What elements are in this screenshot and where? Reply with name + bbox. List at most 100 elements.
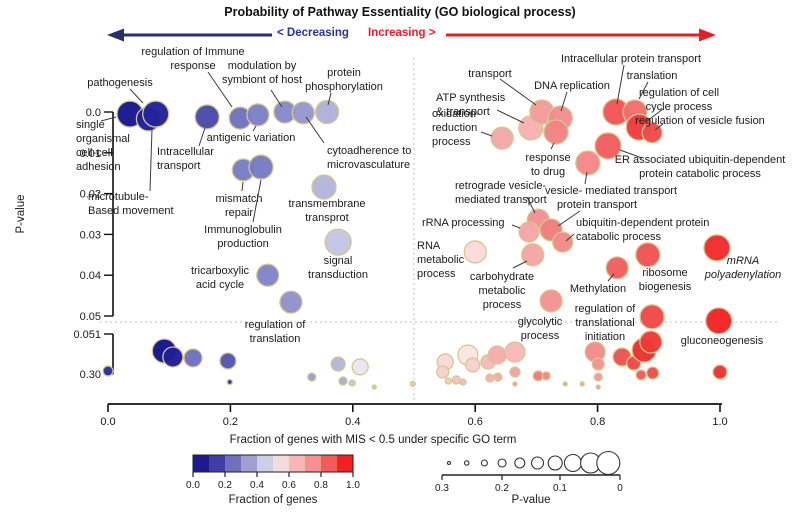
y-tick-label: 0.051: [73, 329, 101, 341]
decreasing-label: < Decreasing: [277, 27, 349, 39]
bubble: [459, 378, 467, 386]
term-label: initiation: [585, 331, 625, 343]
color-legend-swatch: [225, 455, 241, 472]
term-label: mismatch: [215, 193, 262, 205]
term-label: response: [525, 152, 570, 164]
bubble: [485, 373, 495, 383]
color-legend-swatch: [289, 455, 305, 472]
term-label: modulation by: [228, 60, 297, 72]
term-label: organismal: [76, 133, 130, 145]
size-legend-circle: [563, 453, 582, 473]
bubble-signal-transduction: [324, 228, 352, 256]
label-leader-line: [149, 128, 153, 192]
term-label: repair: [225, 207, 253, 219]
term-label: Methylation: [570, 283, 626, 295]
bubble-glycolytic-process: [539, 289, 563, 313]
term-label: cell-cell: [76, 147, 113, 159]
term-label: antigenic variation: [207, 132, 296, 144]
size-legend-tick-label: 0.2: [495, 483, 509, 494]
term-label: transduction: [308, 269, 368, 281]
term-label: transport: [157, 160, 200, 172]
term-label: glycolytic: [518, 316, 563, 328]
label-leader-line: [560, 91, 568, 112]
label-leader-line: [305, 116, 325, 144]
term-label: retrograde vesicle-: [455, 180, 546, 192]
bubble-regulation-of-translation: [279, 290, 303, 314]
term-label: reduction: [432, 122, 477, 134]
color-legend-swatch: [305, 455, 321, 472]
x-tick-label: 1.0: [712, 416, 727, 428]
term-label: mediated transport: [455, 194, 547, 206]
size-legend-tick-label: 0.3: [435, 483, 449, 494]
bubble: [444, 377, 452, 385]
term-label: DNA replication: [534, 80, 610, 92]
term-label: RNA: [417, 240, 441, 252]
term-label: process: [521, 330, 560, 342]
label-leader-line: [327, 92, 332, 106]
color-legend-swatch: [209, 455, 225, 472]
bubble-intracellular-transport: [194, 104, 220, 130]
bubble-antigenic-variation: [246, 103, 270, 127]
term-label: regulation of: [575, 303, 636, 315]
color-legend-swatch: [241, 455, 257, 472]
y-tick-label: 0.0: [86, 107, 101, 119]
term-label: regulation of cell: [639, 87, 719, 99]
term-label: translation: [250, 333, 301, 345]
term-label: transport: [468, 68, 511, 80]
size-legend-tick-label: 0: [617, 483, 623, 494]
bubble: [493, 372, 503, 382]
label-leader-line: [512, 260, 528, 269]
size-legend-circle: [480, 459, 488, 467]
term-label: process: [483, 299, 522, 311]
term-label: cycle process: [646, 101, 713, 113]
label-leader-line: [252, 179, 262, 223]
label-leader-line: [207, 71, 233, 108]
term-label: Based movement: [88, 205, 174, 217]
y-tick-label: 0.03: [80, 229, 101, 241]
label-leader-line: [480, 131, 493, 137]
term-label: mRNA: [727, 255, 759, 267]
label-leader-line: [496, 109, 525, 124]
bubble: [465, 357, 481, 373]
label-leader-line: [616, 64, 625, 105]
bubble-ribosome-biogenesis: [635, 242, 661, 268]
label-leader-line: [646, 108, 664, 122]
label-leader-line: [557, 210, 581, 227]
color-legend-swatch: [273, 455, 289, 472]
term-label: process: [417, 268, 456, 280]
label-leader-line: [511, 224, 521, 229]
term-label: regulation of: [245, 319, 306, 331]
bubble-vesicle-mediated-transport: [575, 150, 601, 176]
term-label: production: [217, 238, 268, 250]
bubble: [509, 366, 521, 378]
bubble: [451, 375, 461, 385]
bubble-transmembrane-transprot: [311, 174, 337, 200]
x-tick-label: 0.6: [468, 416, 483, 428]
color-legend-tick-label: 0.6: [282, 480, 296, 491]
label-leader-line: [565, 233, 575, 242]
y-tick-label: 0.04: [80, 270, 101, 282]
term-label: ribosome: [642, 267, 687, 279]
label-leader-line: [100, 116, 117, 122]
bubble-er-associated-ubiquitin-dependent-protein-catabolic-process: [594, 132, 622, 160]
decreasing-arrow: [107, 28, 272, 42]
term-label: gluconeogenesis: [681, 335, 764, 347]
x-tick-label: 0.4: [345, 416, 360, 428]
term-label: Intracellular protein transport: [561, 53, 701, 65]
label-leader-line: [499, 78, 537, 106]
bubble-immunoglobulin-production: [248, 154, 274, 180]
bubble-gluconeogenesis: [705, 307, 733, 335]
bubble: [541, 371, 551, 381]
color-legend-swatch: [337, 455, 353, 472]
term-label: to drug: [531, 166, 565, 178]
term-label: regulation of Immune: [141, 46, 244, 58]
bubble: [351, 358, 369, 376]
bubble: [371, 384, 377, 390]
increasing-label: Increasing >: [368, 27, 436, 39]
x-tick-label: 0.2: [223, 416, 238, 428]
term-label: polyadenylation: [704, 269, 781, 281]
color-legend-tick-label: 0.8: [314, 480, 328, 491]
bubble: [562, 381, 568, 387]
label-leader-line: [241, 181, 244, 192]
